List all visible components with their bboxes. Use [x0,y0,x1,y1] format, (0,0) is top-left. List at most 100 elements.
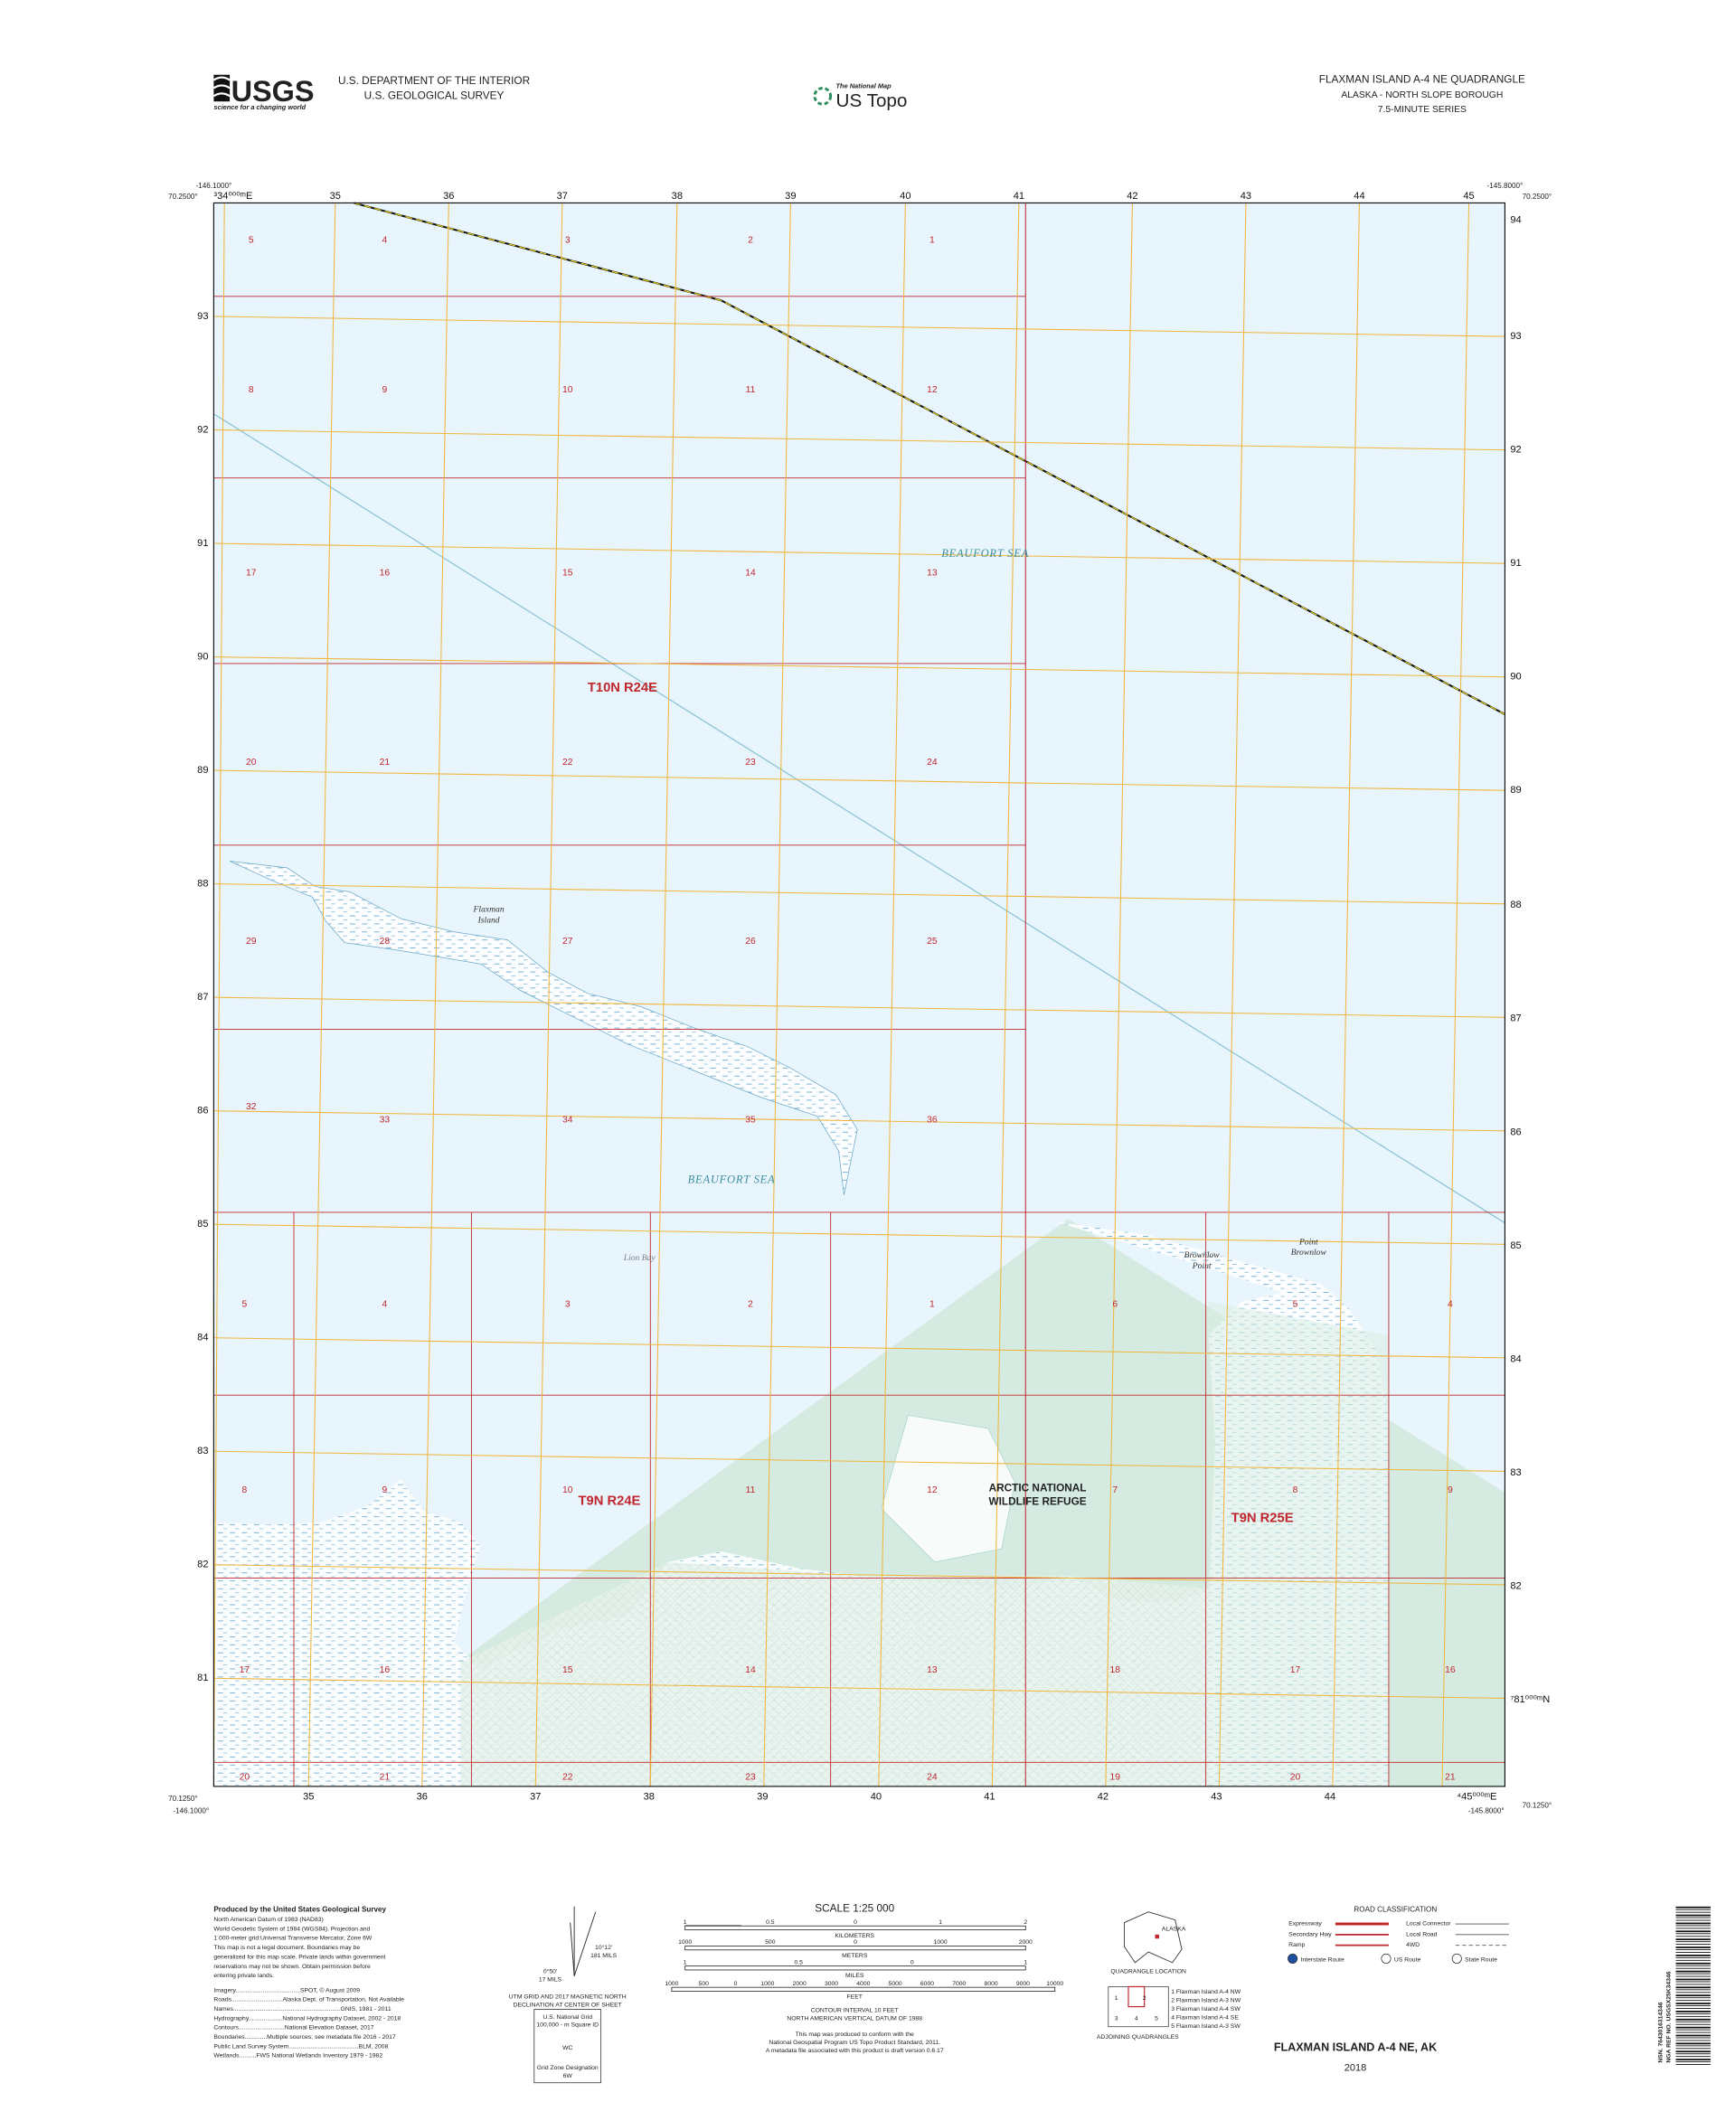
section-number: 17 [246,568,257,578]
utm-grid-line [213,316,1505,337]
scale-tick: 1 [684,1959,687,1965]
scale-tick: 5000 [889,1981,902,1987]
northing-label: 90 [1510,672,1521,683]
section-number: 21 [1445,1772,1456,1782]
scale-bar [684,1946,1026,1951]
scale-unit: KILOMETERS [835,1933,874,1939]
utm-grid-line [421,203,449,1786]
barcode-bar [1675,1946,1711,1948]
flaxman-island [229,861,858,1195]
section-number: 13 [927,1665,938,1675]
adjoining-number: 5 [1155,2015,1158,2022]
grid-zone-text: U.S. National Grid [542,2014,592,2021]
route-type: US Route [1394,1956,1421,1963]
barcode-bar [1675,1952,1711,1953]
scale-tick: 1 [684,1919,687,1926]
section-number: 27 [562,937,573,947]
declination-text: DECLINATION AT CENTER OF SHEET [514,2003,622,2009]
credit-line: reservations may not be shown. Obtain pe… [213,1964,371,1970]
grid [212,203,1505,1786]
standard-text: This map was produced to conform with th… [796,2031,914,2038]
barcode-bar [1675,1989,1711,1991]
utm-grid-line [213,1223,1505,1245]
magnetic-north [573,1911,597,1976]
northing-label: 87 [197,992,208,1003]
credit-line: Contours...........................Natio… [213,2025,373,2031]
section-number: 4 [382,1300,388,1310]
credit-line: Imagery.................................… [213,1986,360,1994]
barcode-bar [1675,1967,1711,1969]
marsh-patch [881,1415,1015,1563]
easting-label: 43 [1211,1792,1222,1803]
sheet-title: FLAXMAN ISLAND A-4 NE, AK [1274,2041,1437,2053]
adjoining-grid: 1 2 3 4 5 [1108,1985,1169,2028]
section-number: 22 [562,758,573,768]
barcode-bar [1675,1911,1711,1913]
utm-grid-line [1105,203,1133,1786]
section-number: 6 [1112,1300,1118,1310]
township-label: T10N R24E [588,681,657,695]
utm-grid-line [213,996,1505,1018]
utm-grid-line [213,769,1505,791]
refuge-land [460,1561,1209,1786]
declination-text: 181 MILS [590,1953,618,1959]
easting-label: 44 [1354,191,1364,202]
utm-grid-line [213,1564,1505,1586]
utm-grid-line [763,203,791,1786]
map-frame [212,202,1506,1787]
section-number: 9 [1448,1485,1453,1495]
adjoining-number: 4 [1135,2015,1138,2022]
adjoining-item: 1 Flaxman Island A-4 NW [1171,1989,1241,1995]
section-number: 8 [241,1485,247,1495]
scale-tick: 6000 [920,1981,934,1987]
easting-label: 39 [757,1792,768,1803]
utm-grid-line [1332,203,1360,1786]
northing-label: 91 [1510,558,1521,569]
barcode-bar [1675,2005,1711,2006]
barcode-bar [1675,1997,1711,1999]
utm-grid-line [213,883,1505,905]
northing-label: 94 [1510,215,1521,226]
section-number: 12 [927,1485,938,1495]
alaska-label: ALASKA [1162,1926,1186,1932]
utm-grid-line [991,203,1020,1786]
section-number: 16 [380,568,391,578]
section-number: 11 [746,385,756,395]
section-number: 8 [1293,1485,1298,1495]
corner-lon: -145.8000° [1468,1806,1505,1815]
section-number: 33 [380,1116,391,1126]
easting-label: 45 [1463,191,1474,202]
route-shield [1381,1953,1392,1964]
route-shield [1451,1953,1462,1964]
barcode-bar [1675,1962,1711,1965]
northing-label: 84 [1510,1353,1521,1364]
section-number: 24 [927,1772,938,1782]
section-number: 7 [1112,1485,1118,1495]
scale-tick: 0.5 [794,1959,803,1965]
refuge-overlay [1208,1301,1389,1786]
barcode-bar [1675,2061,1711,2063]
road-type: Secondary Hwy [1288,1931,1332,1937]
utm-grid-line [213,429,1505,451]
declination-text: UTM GRID AND 2017 MAGNETIC NORTH [509,1994,627,2001]
corner-lat: 70.1250° [1523,1802,1552,1810]
easting-label: 37 [557,191,568,202]
utm-grid-line [307,203,336,1786]
easting-label: 39 [785,191,796,202]
section-number: 36 [927,1116,938,1126]
section-number: 23 [745,1772,756,1782]
northing-label: 86 [197,1106,208,1117]
northing-label: 85 [1510,1240,1521,1251]
northing-label: 93 [1510,331,1521,342]
scale-tick: 9000 [1016,1981,1030,1987]
section-number: 10 [562,385,573,395]
credit-line: Public Land Survey System...............… [213,2043,388,2050]
easting-label: 38 [644,1792,655,1803]
barcode-bar [1675,1936,1711,1937]
corner-lat: 70.2500° [168,193,198,201]
credit-line: entering private lands. [213,1973,274,1979]
point-name: Brownlow [1291,1248,1327,1258]
adjoining-item: 4 Flaxman Island A-4 SE [1171,2015,1239,2022]
